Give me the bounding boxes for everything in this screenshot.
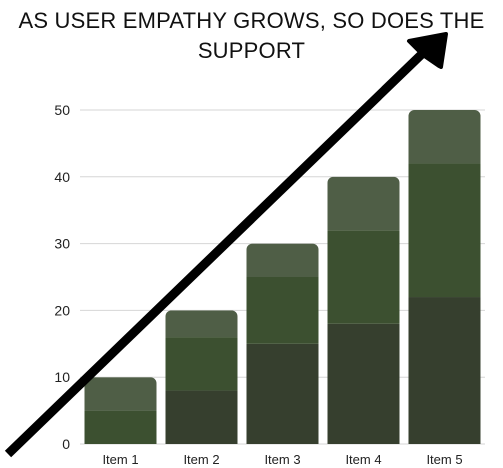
bar-segment-2-3 bbox=[165, 310, 238, 338]
arrow-head-icon bbox=[407, 32, 448, 69]
bar-segment-5-3 bbox=[408, 110, 481, 164]
y-tick-label: 40 bbox=[54, 169, 70, 185]
trend-arrow bbox=[4, 32, 448, 458]
bar-segment-4-1 bbox=[327, 323, 400, 444]
y-tick-label: 10 bbox=[54, 369, 70, 385]
x-tick-label: Item 1 bbox=[102, 452, 138, 467]
arrow-shaft bbox=[4, 48, 428, 458]
y-tick-label: 20 bbox=[54, 302, 70, 318]
bar-segment-5-2 bbox=[408, 163, 481, 298]
x-axis-labels: Item 1 Item 2 Item 3 Item 4 Item 5 bbox=[102, 452, 462, 467]
x-tick-label: Item 5 bbox=[426, 452, 462, 467]
bar-segment-3-2 bbox=[246, 277, 319, 344]
x-tick-label: Item 3 bbox=[264, 452, 300, 467]
y-tick-label: 30 bbox=[54, 236, 70, 252]
bar-segment-2-2 bbox=[165, 337, 238, 391]
chart-title-line-2: SUPPORT bbox=[197, 38, 306, 63]
bar-segment-3-3 bbox=[246, 243, 319, 277]
bar-segment-1-3 bbox=[84, 377, 157, 411]
x-tick-label: Item 4 bbox=[345, 452, 381, 467]
bar-stack-3 bbox=[246, 243, 319, 444]
chart-title-line-1: AS USER EMPATHY GROWS, SO DOES THE bbox=[18, 8, 485, 33]
bar-segment-1-2 bbox=[84, 410, 157, 444]
bar-segment-5-1 bbox=[408, 297, 481, 444]
bar-segment-4-3 bbox=[327, 176, 400, 231]
bar-stack-4 bbox=[327, 176, 400, 444]
bar-stack-1 bbox=[84, 377, 157, 444]
bar-segment-2-1 bbox=[165, 390, 238, 444]
bar-stack-2 bbox=[165, 310, 238, 444]
bar-stack-5 bbox=[408, 110, 481, 444]
bars bbox=[84, 110, 481, 444]
bar-segment-4-2 bbox=[327, 230, 400, 324]
chart-title: AS USER EMPATHY GROWS, SO DOES THE SUPPO… bbox=[0, 6, 503, 66]
y-axis-ticks: 0 10 20 30 40 50 bbox=[54, 102, 70, 452]
x-tick-label: Item 2 bbox=[183, 452, 219, 467]
bar-segment-3-1 bbox=[246, 343, 319, 444]
y-tick-label: 0 bbox=[62, 436, 70, 452]
y-tick-label: 50 bbox=[54, 102, 70, 118]
